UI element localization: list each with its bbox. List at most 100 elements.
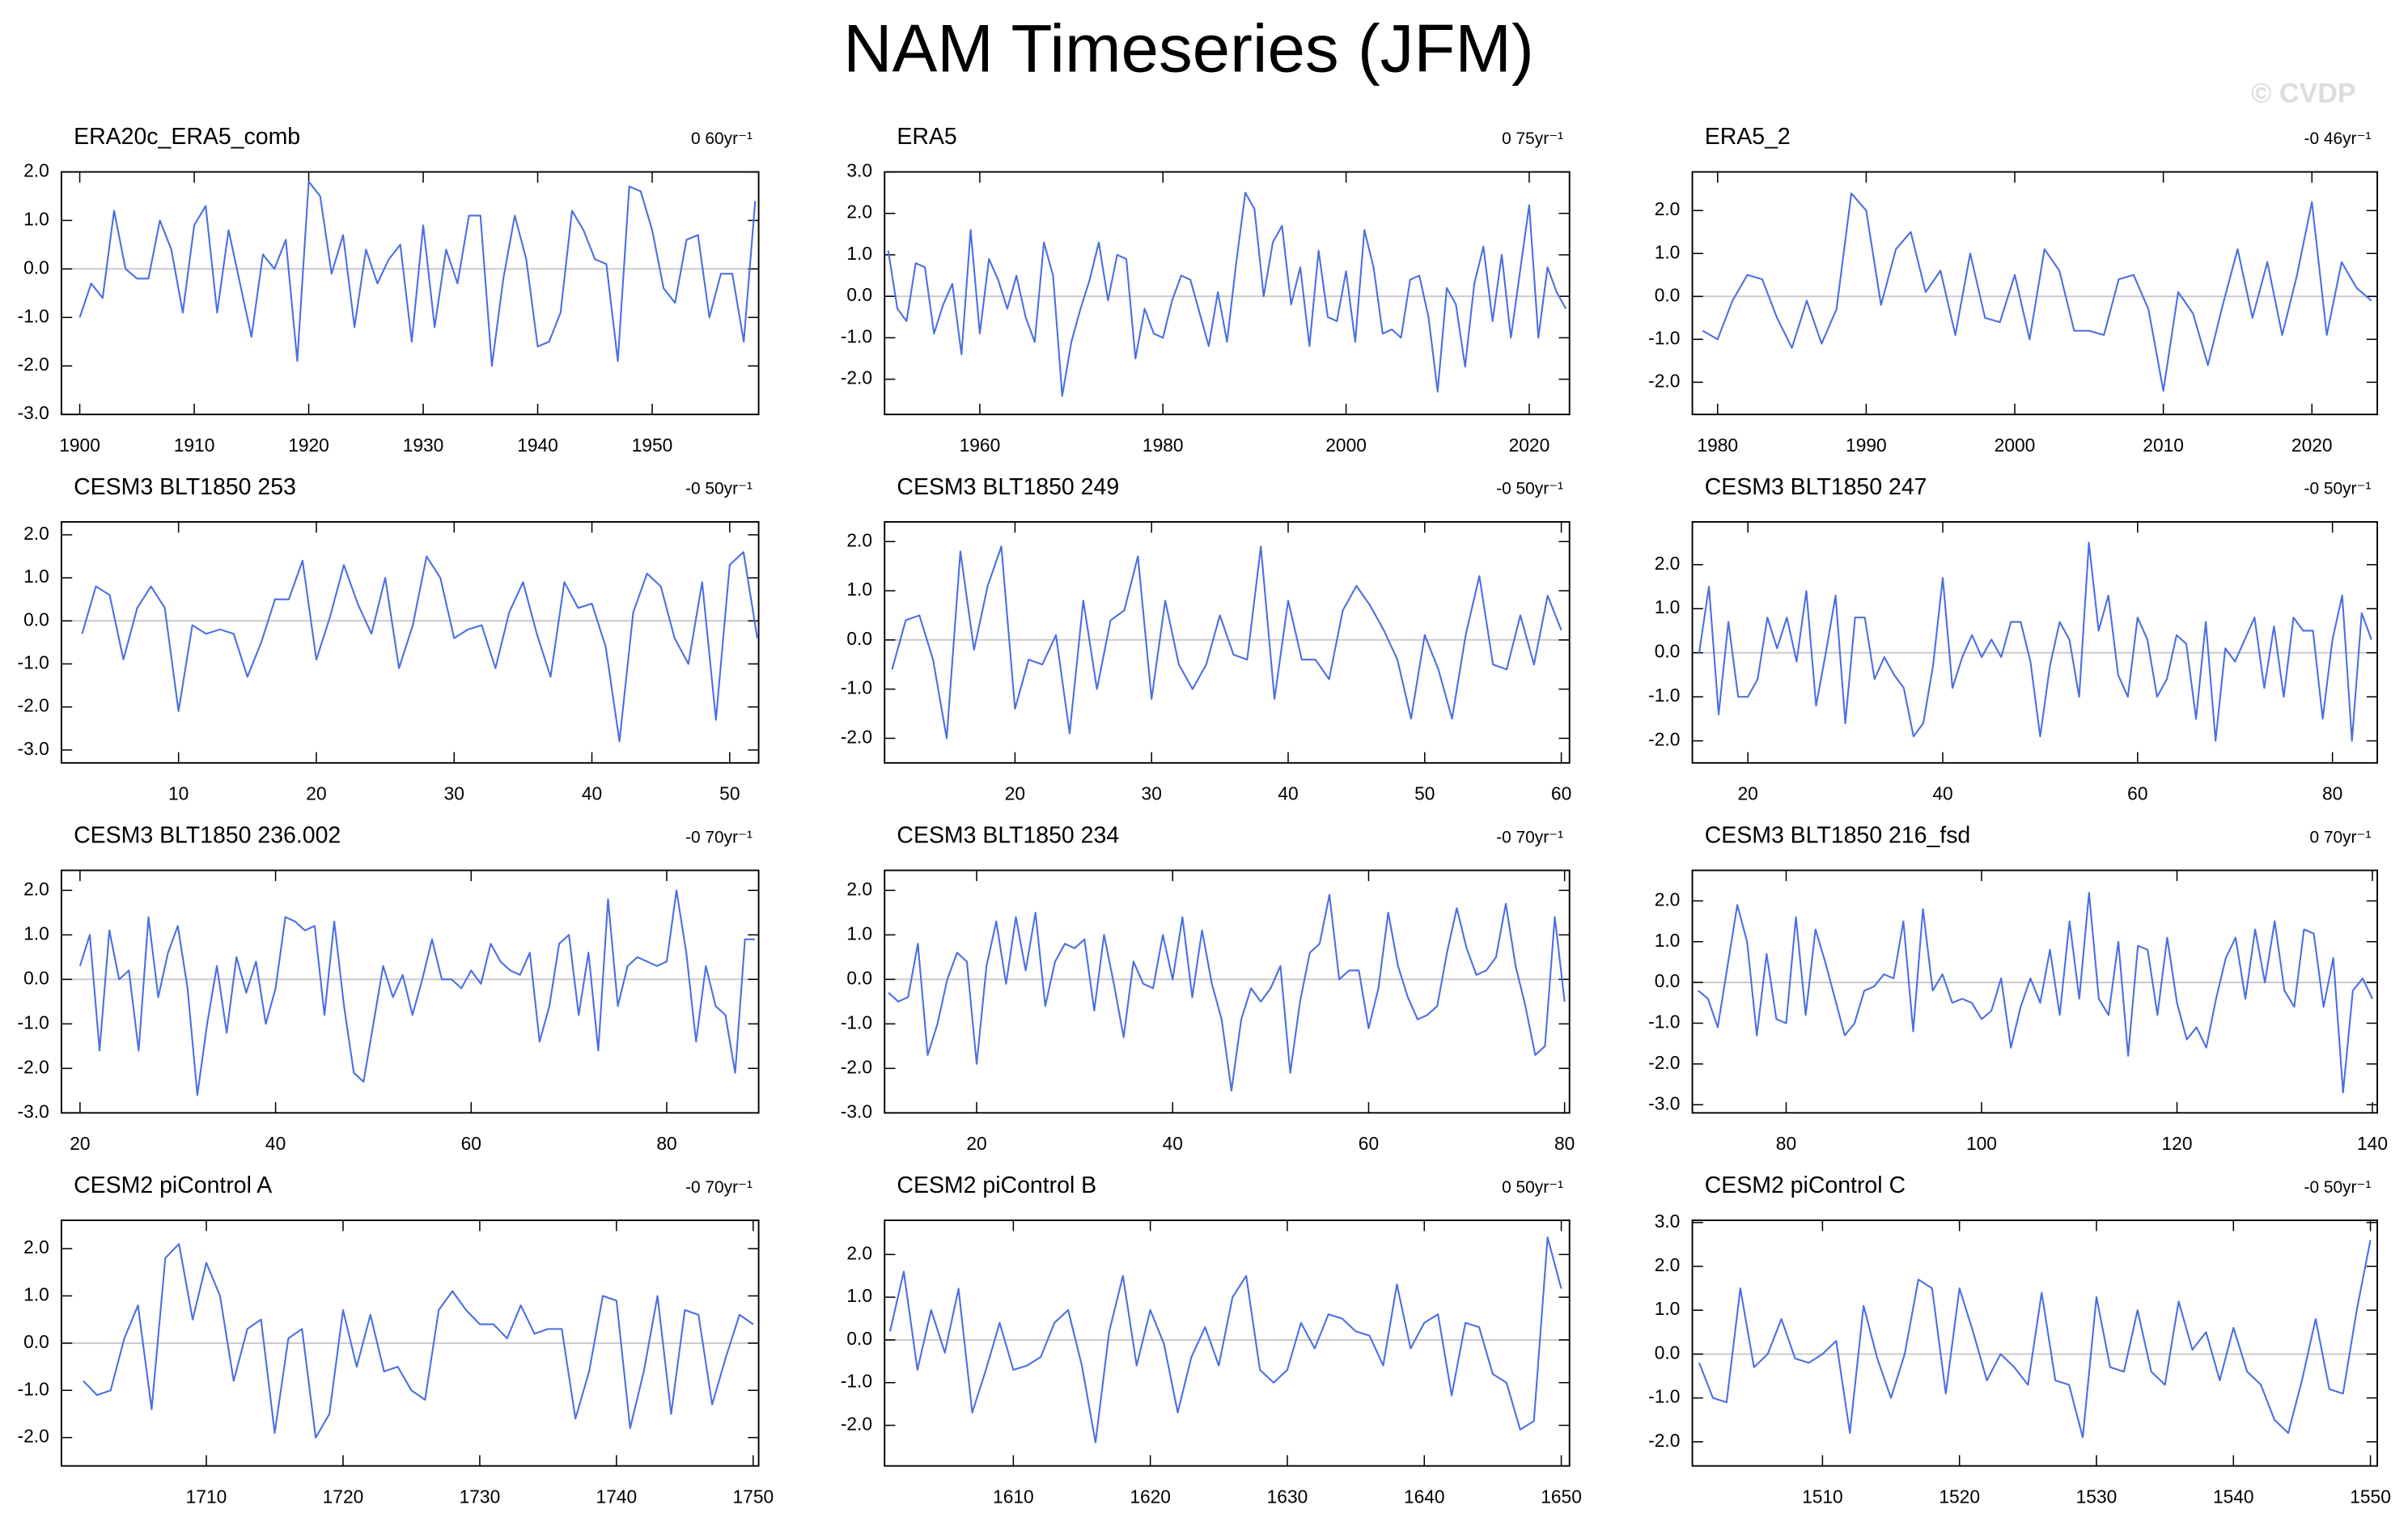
x-tick-label: 20 bbox=[70, 1133, 90, 1154]
x-tick-label: 80 bbox=[1554, 1133, 1575, 1154]
y-tick-label: 3.0 bbox=[846, 159, 872, 180]
y-tick-label: 0.0 bbox=[846, 628, 872, 649]
x-tick-label: 140 bbox=[2357, 1133, 2388, 1154]
x-tick-label: 1950 bbox=[632, 435, 673, 456]
y-tick-label: 2.0 bbox=[23, 159, 49, 180]
trend-label: 0 60yr⁻¹ bbox=[691, 129, 752, 148]
page-title: NAM Timeseries (JFM) bbox=[843, 10, 1533, 86]
panel-title: CESM2 piControl C bbox=[1705, 1172, 1906, 1198]
x-tick-label: 1710 bbox=[186, 1486, 227, 1507]
y-tick-label: 2.0 bbox=[23, 523, 49, 544]
y-tick-label: -3.0 bbox=[841, 1100, 872, 1122]
series-line bbox=[83, 1243, 754, 1439]
y-tick-label: 0.0 bbox=[1655, 1342, 1681, 1363]
series-line bbox=[1698, 1240, 2372, 1439]
plot-frame bbox=[60, 521, 760, 764]
plot-frame bbox=[60, 869, 760, 1114]
y-tick-label: -1.0 bbox=[18, 652, 49, 673]
panel-title: CESM3 BLT1850 247 bbox=[1705, 474, 1927, 500]
y-tick-label: -2.0 bbox=[1648, 1430, 1680, 1451]
plot-frame bbox=[1691, 171, 2378, 416]
x-tick-label: 1980 bbox=[1143, 435, 1184, 456]
y-tick-label: -1.0 bbox=[18, 305, 49, 326]
y-tick-label: 2.0 bbox=[1655, 553, 1681, 574]
x-tick-label: 60 bbox=[1359, 1133, 1379, 1154]
y-tick-label: 2.0 bbox=[846, 878, 872, 899]
y-tick-label: 0.0 bbox=[23, 608, 49, 630]
y-tick-label: 1.0 bbox=[1655, 241, 1681, 262]
y-tick-label: -1.0 bbox=[1648, 1011, 1680, 1033]
x-tick-label: 2000 bbox=[1995, 435, 2036, 456]
series-line bbox=[81, 551, 758, 743]
plot-frame bbox=[60, 1219, 760, 1467]
panel-title: CESM3 BLT1850 216_fsd bbox=[1705, 822, 1971, 848]
y-tick-label: 1.0 bbox=[1655, 596, 1681, 617]
x-tick-label: 20 bbox=[1738, 783, 1758, 804]
series-line bbox=[1698, 892, 2373, 1094]
panel-title: ERA5 bbox=[897, 124, 956, 150]
x-tick-label: 1630 bbox=[1267, 1486, 1308, 1507]
x-tick-label: 1960 bbox=[960, 435, 1001, 456]
y-tick-label: 1.0 bbox=[1655, 1298, 1681, 1319]
x-tick-label: 2010 bbox=[2143, 435, 2184, 456]
y-tick-label: -2.0 bbox=[841, 726, 872, 747]
x-tick-label: 120 bbox=[2162, 1133, 2193, 1154]
x-tick-label: 1750 bbox=[733, 1486, 774, 1507]
y-tick-label: 1.0 bbox=[846, 1285, 872, 1306]
y-tick-label: -2.0 bbox=[18, 1426, 49, 1447]
x-tick-label: 1550 bbox=[2350, 1486, 2391, 1507]
y-tick-label: 1.0 bbox=[846, 922, 872, 943]
plot-frame bbox=[884, 869, 1571, 1114]
x-tick-label: 30 bbox=[1142, 783, 1162, 804]
x-tick-label: 1730 bbox=[460, 1486, 501, 1507]
panel-title: ERA5_2 bbox=[1705, 124, 1791, 150]
y-tick-label: 0.0 bbox=[23, 257, 49, 278]
x-tick-label: 1520 bbox=[1939, 1486, 1980, 1507]
plot-frame bbox=[884, 171, 1571, 416]
watermark: © CVDP bbox=[2251, 78, 2356, 109]
x-tick-label: 60 bbox=[461, 1133, 481, 1154]
y-tick-label: -1.0 bbox=[1648, 327, 1680, 348]
panel-title: CESM2 piControl B bbox=[897, 1172, 1096, 1198]
y-tick-label: 1.0 bbox=[23, 208, 49, 229]
y-tick-label: -2.0 bbox=[841, 367, 872, 388]
trend-label: 0 50yr⁻¹ bbox=[1502, 1178, 1563, 1197]
x-tick-label: 1640 bbox=[1404, 1486, 1445, 1507]
x-tick-label: 80 bbox=[2322, 783, 2342, 804]
y-tick-label: -2.0 bbox=[1648, 1052, 1680, 1073]
x-tick-label: 1940 bbox=[517, 435, 558, 456]
y-tick-label: -1.0 bbox=[18, 1378, 49, 1399]
series-line bbox=[888, 1236, 1562, 1444]
y-tick-label: -2.0 bbox=[18, 1056, 49, 1077]
trend-label: -0 70yr⁻¹ bbox=[685, 1178, 752, 1197]
x-tick-label: 1650 bbox=[1541, 1486, 1582, 1507]
x-tick-label: 2020 bbox=[1509, 435, 1550, 456]
y-tick-label: 1.0 bbox=[23, 922, 49, 943]
y-tick-label: 2.0 bbox=[846, 1242, 872, 1263]
y-tick-label: 1.0 bbox=[23, 566, 49, 587]
y-tick-label: -3.0 bbox=[18, 402, 49, 423]
y-tick-label: 1.0 bbox=[23, 1284, 49, 1305]
series-line bbox=[891, 545, 1562, 740]
x-tick-label: 1740 bbox=[596, 1486, 638, 1507]
x-tick-label: 1510 bbox=[1802, 1486, 1843, 1507]
trend-label: -0 70yr⁻¹ bbox=[685, 828, 752, 846]
y-tick-label: 2.0 bbox=[1655, 1254, 1681, 1275]
x-tick-label: 50 bbox=[719, 783, 740, 804]
plot-frame bbox=[1691, 521, 2378, 764]
y-tick-label: -1.0 bbox=[1648, 685, 1680, 706]
plot-frame bbox=[1691, 1219, 2378, 1467]
x-tick-label: 40 bbox=[1932, 783, 1952, 804]
y-tick-label: 1.0 bbox=[846, 243, 872, 264]
y-tick-label: 1.0 bbox=[846, 579, 872, 600]
y-tick-label: 0.0 bbox=[846, 967, 872, 988]
series-line bbox=[1698, 541, 2372, 742]
series-line bbox=[78, 180, 757, 367]
x-tick-label: 30 bbox=[444, 783, 464, 804]
trend-label: -0 50yr⁻¹ bbox=[2304, 1178, 2372, 1197]
trend-label: 0 70yr⁻¹ bbox=[2309, 828, 2371, 846]
x-tick-label: 2020 bbox=[2291, 435, 2333, 456]
y-tick-label: -1.0 bbox=[841, 1011, 872, 1033]
